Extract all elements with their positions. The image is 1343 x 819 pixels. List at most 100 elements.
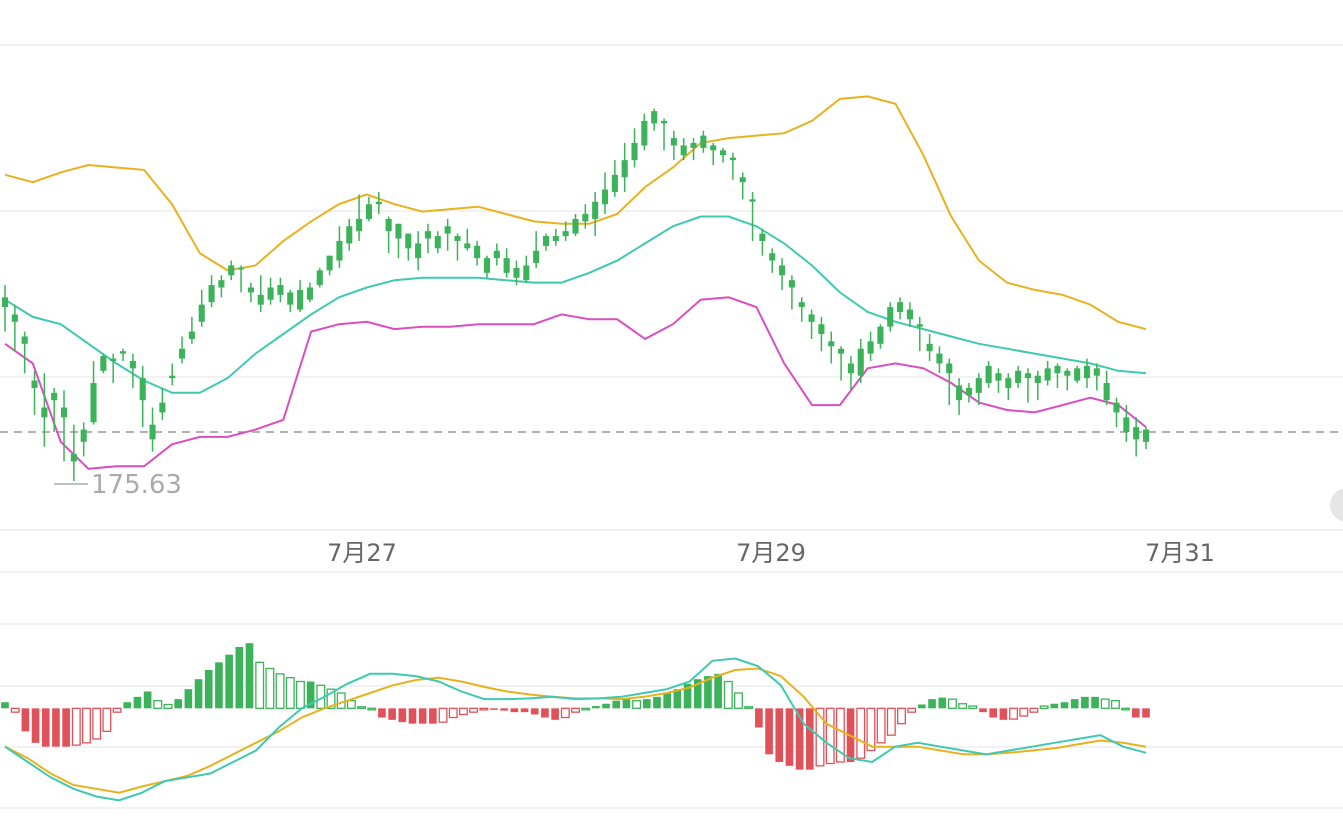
candle (601, 172, 609, 215)
candle-body (316, 270, 323, 286)
macd-histogram-bar (918, 704, 926, 709)
candle (119, 348, 127, 361)
macd-histogram-bar (856, 707, 866, 759)
macd-histogram-bar (458, 707, 468, 716)
candle-body (1093, 368, 1100, 376)
candle (533, 231, 540, 268)
candle-body (631, 142, 638, 161)
candle-body (1123, 417, 1130, 433)
candle-body (690, 142, 697, 148)
macd-histogram-bar (632, 700, 642, 709)
candle-body (847, 363, 854, 374)
candle-body (719, 150, 727, 156)
candle (1083, 358, 1091, 388)
macd-histogram-bar (704, 676, 712, 709)
candle-body (867, 341, 874, 354)
candle (346, 218, 353, 251)
candle-body (247, 287, 254, 293)
candle (670, 130, 677, 161)
candle (306, 282, 313, 303)
macd-histogram-bar (1121, 707, 1131, 711)
macd-histogram-bar (1039, 705, 1049, 709)
macd-histogram-bar (265, 667, 275, 709)
macd-histogram-bar (592, 706, 600, 709)
macd-histogram-bar (1142, 708, 1150, 718)
macd-histogram-bar (612, 700, 621, 709)
candle (985, 360, 992, 388)
candle-body (828, 341, 835, 347)
candle-body (297, 289, 304, 310)
candle (257, 275, 264, 312)
macd-histogram-bar (326, 688, 336, 709)
macd-histogram-bar (999, 708, 1008, 720)
candle (965, 383, 972, 403)
candle (739, 172, 746, 200)
candle (503, 248, 510, 278)
candle (680, 138, 687, 161)
candle-body (129, 360, 136, 369)
macd-histogram-bar (1131, 708, 1140, 718)
candle (336, 226, 343, 268)
macd-histogram-bar (795, 708, 804, 770)
macd-histogram-bar (194, 679, 203, 709)
macd-histogram-bar (367, 707, 377, 711)
candle (326, 255, 333, 276)
macd-histogram-bar (346, 700, 356, 709)
macd-histogram-bar (979, 708, 987, 713)
candle-body (1064, 370, 1071, 376)
candle (729, 152, 736, 180)
candle-body (1005, 378, 1012, 388)
candle-body (70, 454, 77, 462)
macd-histogram-bar (744, 706, 754, 709)
macd-histogram-bar (174, 699, 183, 709)
candle-body (257, 294, 264, 305)
candle (434, 231, 441, 254)
candle-body (523, 265, 530, 281)
candle (906, 302, 913, 327)
candle (523, 255, 530, 283)
candle (395, 223, 402, 259)
candle-body (1074, 368, 1081, 381)
macd-histogram-bar (723, 680, 733, 709)
macd-histogram-bar (235, 647, 244, 709)
candle-body (169, 375, 176, 379)
macd-histogram-bar (1110, 700, 1120, 709)
candle (1074, 365, 1081, 384)
macd-lines (4, 657, 1147, 802)
candle (1103, 370, 1110, 406)
candle (916, 316, 923, 352)
candle (759, 228, 766, 256)
candle (474, 240, 481, 266)
candle (1034, 370, 1041, 401)
candle (100, 353, 107, 374)
scroll-handle[interactable] (1330, 488, 1343, 522)
candle (159, 387, 166, 420)
macd-histogram-bar (92, 707, 102, 740)
candle (31, 370, 38, 415)
candle (149, 407, 156, 452)
candle-body (818, 324, 825, 335)
macd-histogram-bar (275, 673, 285, 709)
macd-histogram-bar (775, 708, 784, 762)
candle-body (1113, 402, 1120, 413)
macd-histogram-bar (989, 708, 998, 718)
macd-histogram-bar (947, 698, 957, 709)
macd-histogram-bar (1050, 703, 1059, 709)
candle (139, 365, 146, 428)
candle (572, 214, 579, 237)
macd-histogram-bar (469, 707, 479, 713)
candle (995, 368, 1002, 393)
candle-body (592, 201, 599, 219)
candle-body (306, 287, 313, 300)
candle (592, 191, 599, 237)
candle (1015, 365, 1022, 388)
candle (808, 309, 815, 339)
macd-histogram-bar (153, 700, 163, 709)
candle-body (749, 199, 756, 202)
candle (641, 113, 648, 151)
macd-histogram-bar (295, 680, 305, 709)
candle (287, 289, 294, 312)
candle-body (90, 383, 97, 423)
candle (41, 373, 48, 447)
